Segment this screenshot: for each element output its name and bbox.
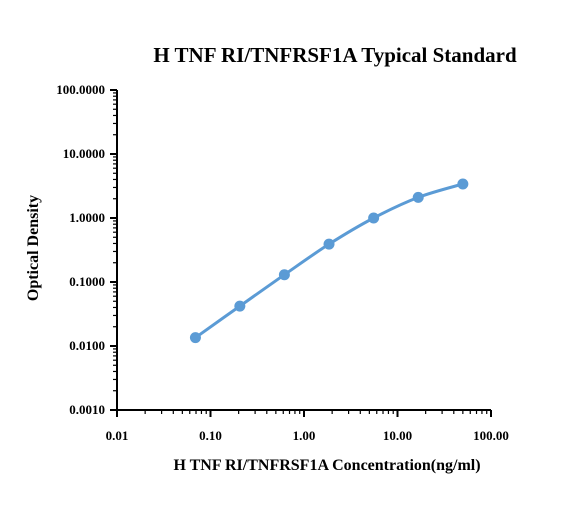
data-point [278, 269, 290, 281]
y-tick-label: 100.0000 [56, 82, 105, 97]
y-tick-label: 0.0100 [69, 338, 105, 353]
standard-curve-line [194, 182, 464, 339]
data-point [457, 178, 469, 190]
data-point [234, 300, 246, 312]
y-tick-label: 0.1000 [69, 274, 105, 289]
x-tick-label: 0.10 [199, 428, 222, 443]
x-tick-label: 10.00 [383, 428, 412, 443]
chart-title: H TNF RI/TNFRSF1A Typical Standard [153, 43, 517, 67]
data-point [368, 212, 380, 224]
y-tick-label: 1.0000 [69, 210, 105, 225]
x-tick-label: 1.00 [293, 428, 316, 443]
x-tick-label: 0.01 [106, 428, 129, 443]
axes: 0.01 0.10 1.00 10.00 100.00 0.0010 0.0100 0.100… [56, 82, 509, 443]
fit-curve-layer [194, 182, 464, 339]
data-point [189, 332, 201, 344]
data-point [323, 238, 335, 250]
y-tick-label: 0.0010 [69, 402, 105, 417]
x-axis-label: H TNF RI/TNFRSF1A Concentration(ng/ml) [173, 457, 480, 474]
y-tick-label: 10.0000 [63, 146, 105, 161]
data-points-layer [189, 178, 469, 344]
data-point [412, 191, 424, 203]
x-tick-label: 100.00 [473, 428, 509, 443]
y-axis-label: Optical Density [25, 195, 42, 301]
